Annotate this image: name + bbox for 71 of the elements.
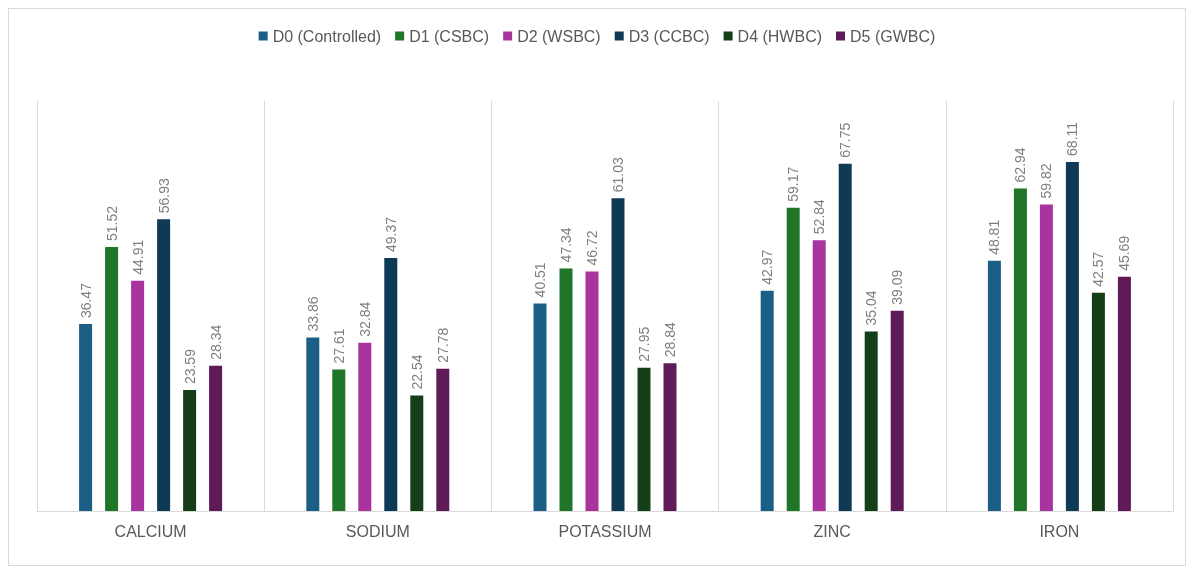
data-label: 33.86: [304, 296, 321, 332]
data-label: 22.54: [408, 354, 425, 390]
data-label: 46.72: [584, 230, 600, 266]
legend-label: D0 (Controlled): [272, 27, 382, 45]
bar: [209, 365, 223, 511]
bar: [760, 290, 774, 511]
x-tick-label: ZINC: [813, 522, 851, 540]
legend-label: D4 (HWBC): [737, 27, 823, 45]
bar: [306, 337, 320, 511]
bar: [1091, 292, 1105, 511]
data-label: 59.17: [785, 166, 802, 202]
bar: [812, 240, 826, 511]
data-label: 59.82: [1038, 163, 1055, 199]
data-label: 51.52: [103, 205, 120, 241]
bar: [358, 342, 372, 511]
bar: [890, 310, 904, 511]
data-label: 68.11: [1064, 121, 1081, 156]
bar: [864, 331, 878, 511]
bar: [157, 219, 171, 511]
data-label: 48.81: [986, 219, 1003, 255]
bar: [131, 280, 145, 511]
bar: [436, 368, 450, 511]
data-label: 36.47: [77, 282, 94, 319]
bar: [786, 207, 800, 511]
x-tick-label: SODIUM: [345, 522, 410, 540]
data-label: 28.34: [207, 324, 224, 360]
bar: [332, 369, 346, 511]
bar: [838, 163, 852, 511]
data-label: 47.34: [558, 227, 574, 263]
bar: [384, 257, 398, 511]
data-label: 23.59: [181, 348, 198, 385]
legend-label: D5 (GWBC): [850, 27, 936, 45]
x-tick-label: CALCIUM: [114, 522, 187, 540]
legend-label: D2 (WSBC): [517, 27, 601, 45]
bar: [637, 367, 651, 511]
bar: [105, 246, 119, 511]
bar: [1039, 204, 1053, 511]
data-label: 62.94: [1012, 147, 1029, 183]
data-label: 32.84: [356, 301, 373, 337]
data-label: 67.75: [837, 122, 854, 158]
data-label: 45.69: [1116, 235, 1133, 271]
data-label: 56.93: [155, 177, 172, 214]
bar: [1013, 188, 1027, 511]
legend-label: D3 (CCBC): [628, 27, 710, 45]
legend-label: D1 (CSBC): [409, 27, 490, 45]
data-label: 27.95: [636, 326, 652, 362]
data-label: 52.84: [811, 198, 828, 235]
data-label: 49.37: [382, 216, 399, 252]
data-label: 42.97: [759, 249, 776, 285]
bar: [611, 198, 625, 511]
bar: [533, 303, 547, 511]
bar: [987, 260, 1001, 511]
data-label: 44.91: [129, 239, 146, 275]
data-label: 27.61: [330, 328, 347, 364]
bar: [183, 390, 197, 511]
x-tick-label: IRON: [1039, 522, 1080, 540]
data-label: 61.03: [610, 156, 626, 193]
data-label: 27.78: [434, 327, 451, 363]
bar: [1117, 276, 1131, 511]
data-label: 42.57: [1090, 251, 1107, 287]
data-label: 28.84: [662, 321, 678, 358]
bar: [1065, 161, 1079, 511]
data-label: 35.04: [863, 290, 880, 326]
bar: [79, 324, 93, 511]
bar: [410, 395, 424, 511]
data-label: 39.09: [889, 269, 906, 305]
bar: [663, 363, 677, 511]
data-label: 40.51: [532, 262, 548, 298]
bar: [559, 268, 573, 511]
bar: [585, 271, 599, 511]
x-tick-label: POTASSIUM: [558, 522, 652, 540]
